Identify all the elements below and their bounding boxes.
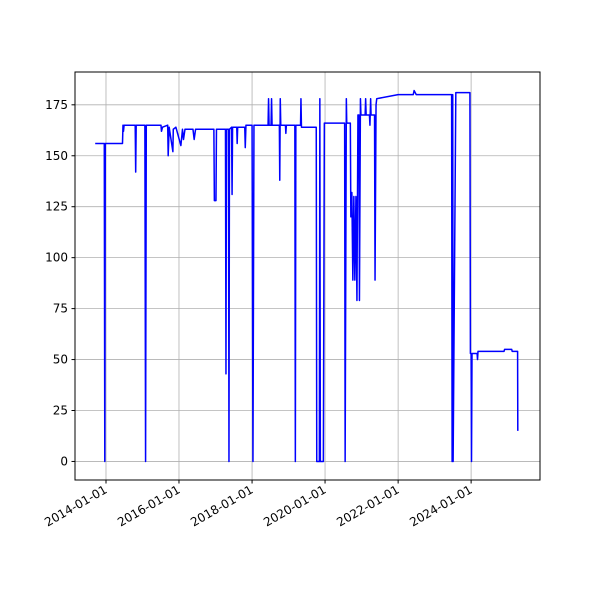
y-tick-label: 175	[45, 98, 68, 112]
y-tick-label: 50	[53, 353, 68, 367]
y-tick-label: 25	[53, 404, 68, 418]
y-tick-label: 125	[45, 200, 68, 214]
data-line	[95, 89, 519, 463]
axes-frame	[74, 71, 541, 481]
y-tick-label: 100	[45, 251, 68, 265]
y-tick-label: 150	[45, 149, 68, 163]
plot-area	[95, 89, 519, 463]
y-tick-label: 0	[60, 454, 68, 468]
y-tick-label: 75	[53, 302, 68, 316]
